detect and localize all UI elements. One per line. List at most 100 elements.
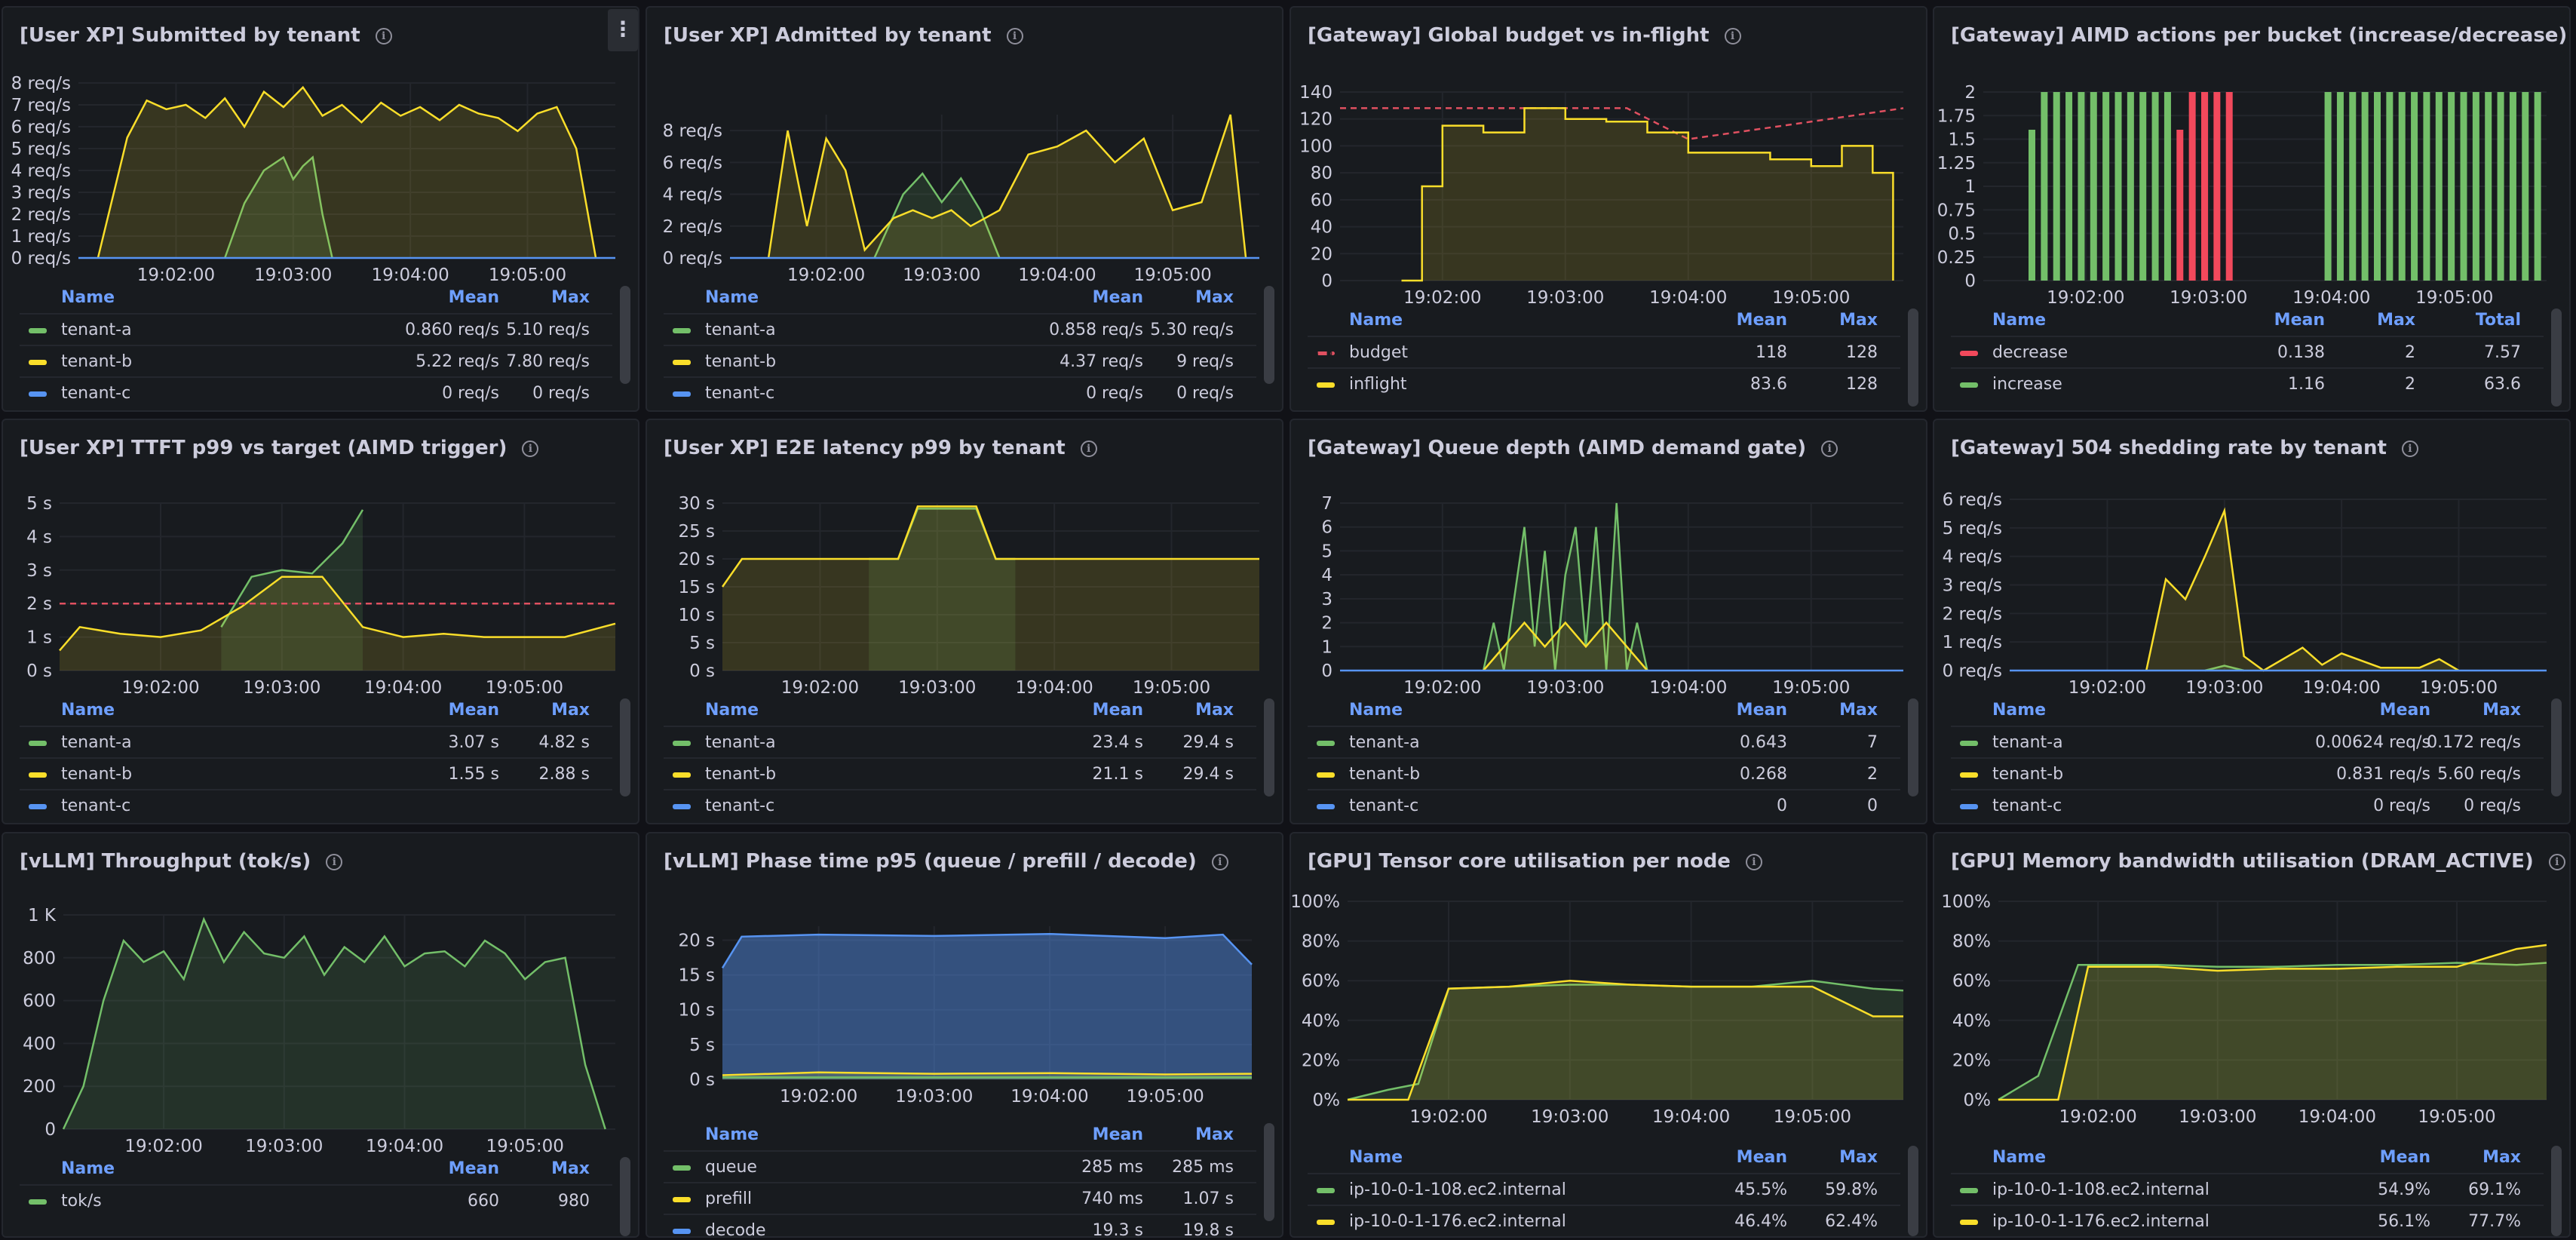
legend-scrollbar[interactable] — [1264, 286, 1274, 384]
legend-row[interactable]: ip-10-0-1-108.ec2.internal 45.5% 59.8% — [1308, 1173, 1900, 1205]
legend-row[interactable]: budget 118 128 — [1308, 336, 1900, 367]
panel-gateway-504-shedding-rate-by-tenant[interactable]: [Gateway] 504 shedding rate by tenant i 0 … — [1933, 419, 2571, 824]
series-color-swatch[interactable] — [1317, 772, 1335, 778]
legend-row[interactable]: tenant-c 0 0 — [1308, 789, 1900, 821]
info-icon[interactable]: i — [1724, 28, 1741, 45]
legend-col-header-max[interactable]: Max — [551, 1159, 590, 1178]
legend-row[interactable]: tenant-c 0 req/s 0 req/s — [1951, 789, 2544, 821]
legend-row[interactable]: tenant-a 23.4 s 29.4 s — [664, 726, 1256, 757]
legend-col-header-max[interactable]: Max — [1839, 1148, 1878, 1167]
legend-row[interactable]: ip-10-0-1-176.ec2.internal 56.1% 77.7% — [1951, 1205, 2544, 1236]
legend-row[interactable]: ip-10-0-1-108.ec2.internal 54.9% 69.1% — [1951, 1173, 2544, 1205]
legend-row[interactable]: tenant-c 0 req/s 0 req/s — [20, 376, 612, 408]
series-color-swatch[interactable] — [1960, 1220, 1978, 1225]
series-color-swatch[interactable] — [29, 391, 47, 397]
legend-col-header-mean[interactable]: Mean — [1092, 1125, 1143, 1144]
legend-name-header[interactable]: Name — [1992, 701, 2047, 720]
series-color-swatch[interactable] — [29, 741, 47, 746]
legend-col-header-max[interactable]: Max — [1195, 701, 1234, 720]
legend-name-header[interactable]: Name — [1992, 1148, 2047, 1167]
legend-row[interactable]: tenant-b 5.22 req/s 7.80 req/s — [20, 345, 612, 376]
legend-name-header[interactable]: Name — [705, 1125, 759, 1144]
legend-col-header-max[interactable]: Max — [1839, 311, 1878, 330]
series-color-swatch[interactable] — [673, 741, 691, 746]
series-color-swatch[interactable] — [1317, 804, 1335, 809]
legend-row[interactable]: tenant-c — [664, 789, 1256, 821]
panel-title[interactable]: [vLLM] Phase time p95 (queue / prefill /… — [664, 850, 1228, 873]
legend-col-header-max[interactable]: Max — [1839, 701, 1878, 720]
info-icon[interactable]: i — [375, 28, 392, 45]
info-icon[interactable]: i — [2548, 854, 2565, 870]
panel-title[interactable]: [User XP] TTFT p99 vs target (AIMD trigg… — [20, 437, 539, 459]
legend-scrollbar[interactable] — [620, 286, 630, 384]
series-color-swatch[interactable] — [29, 772, 47, 778]
legend-col-header-mean[interactable]: Mean — [448, 288, 499, 307]
legend-row[interactable]: increase 1.16 2 63.6 — [1951, 367, 2544, 399]
panel-gateway-queue-depth-aimd-demand-gate[interactable]: [Gateway] Queue depth (AIMD demand gate)… — [1290, 419, 1927, 824]
legend-col-header-max[interactable]: Max — [2482, 1148, 2521, 1167]
series-color-swatch[interactable] — [673, 360, 691, 365]
series-color-swatch[interactable] — [673, 804, 691, 809]
legend-col-header-max[interactable]: Max — [1195, 1125, 1234, 1144]
legend-name-header[interactable]: Name — [1349, 311, 1403, 330]
series-color-swatch[interactable] — [673, 1229, 691, 1234]
series-color-swatch[interactable] — [29, 804, 47, 809]
legend-row[interactable]: prefill 740 ms 1.07 s — [664, 1182, 1256, 1214]
info-icon[interactable]: i — [1006, 28, 1023, 45]
series-color-swatch[interactable] — [1960, 382, 1978, 388]
panel-gateway-global-budget-vs-in-flight[interactable]: [Gateway] Global budget vs in-flight i 0 20… — [1290, 6, 1927, 412]
series-color-swatch[interactable] — [1960, 772, 1978, 778]
legend-scrollbar[interactable] — [2551, 698, 2562, 796]
panel-title[interactable]: [vLLM] Throughput (tok/s) i — [20, 850, 343, 873]
legend-col-header-mean[interactable]: Mean — [1092, 701, 1143, 720]
series-color-swatch[interactable] — [29, 328, 47, 333]
series-color-swatch[interactable] — [1317, 382, 1335, 388]
panel-user-xp-admitted-by-tenant[interactable]: [User XP] Admitted by tenant i 0 req/s 2 re… — [646, 6, 1283, 412]
legend-row[interactable]: tenant-a 0.858 req/s 5.30 req/s — [664, 313, 1256, 345]
legend-col-header-total[interactable]: Total — [2475, 311, 2521, 330]
info-icon[interactable]: i — [1080, 440, 1097, 457]
legend-scrollbar[interactable] — [1264, 1123, 1274, 1221]
legend-row[interactable]: tenant-a 0.860 req/s 5.10 req/s — [20, 313, 612, 345]
series-color-swatch[interactable] — [1317, 741, 1335, 746]
legend-scrollbar[interactable] — [2551, 1146, 2562, 1236]
legend-name-header[interactable]: Name — [61, 1159, 115, 1178]
legend-scrollbar[interactable] — [1908, 308, 1918, 407]
series-color-swatch[interactable] — [1317, 1188, 1335, 1193]
panel-vllm-phase-time-p95-queue-prefill-decode[interactable]: [vLLM] Phase time p95 (queue / prefill /… — [646, 832, 1283, 1238]
legend-row[interactable]: tenant-c 0 req/s 0 req/s — [664, 376, 1256, 408]
panel-gpu-memory-bandwidth-utilisation-dram-active[interactable]: [GPU] Memory bandwidth utilisation (DRAM… — [1933, 832, 2571, 1238]
legend-name-header[interactable]: Name — [1349, 1148, 1403, 1167]
panel-title[interactable]: [Gateway] 504 shedding rate by tenant i — [1951, 437, 2418, 459]
panel-title[interactable]: [User XP] E2E latency p99 by tenant i — [664, 437, 1097, 459]
series-color-swatch[interactable] — [1960, 351, 1978, 356]
legend-scrollbar[interactable] — [1908, 698, 1918, 796]
legend-name-header[interactable]: Name — [61, 701, 115, 720]
panel-title[interactable]: [GPU] Tensor core utilisation per node i — [1308, 850, 1762, 873]
info-icon[interactable]: i — [1821, 440, 1838, 457]
panel-title[interactable]: [Gateway] AIMD actions per bucket (incre… — [1951, 24, 2569, 47]
legend-col-header-max[interactable]: Max — [2377, 311, 2415, 330]
panel-user-xp-ttft-p99-vs-target-aimd-trigger[interactable]: [User XP] TTFT p99 vs target (AIMD trigg… — [2, 419, 639, 824]
legend-row[interactable]: tenant-a 0.643 7 — [1308, 726, 1900, 757]
series-color-swatch[interactable] — [1960, 804, 1978, 809]
series-color-swatch[interactable] — [1317, 1220, 1335, 1225]
legend-name-header[interactable]: Name — [1349, 701, 1403, 720]
legend-col-header-mean[interactable]: Mean — [1736, 1148, 1787, 1167]
legend-row[interactable]: tenant-b 0.268 2 — [1308, 757, 1900, 789]
legend-name-header[interactable]: Name — [705, 701, 759, 720]
legend-row[interactable]: decrease 0.138 2 7.57 — [1951, 336, 2544, 367]
legend-col-header-mean[interactable]: Mean — [2379, 1148, 2430, 1167]
legend-name-header[interactable]: Name — [1992, 311, 2047, 330]
series-color-swatch[interactable] — [673, 1165, 691, 1171]
legend-scrollbar[interactable] — [1264, 698, 1274, 796]
legend-col-header-max[interactable]: Max — [1195, 288, 1234, 307]
legend-col-header-mean[interactable]: Mean — [1736, 311, 1787, 330]
panel-user-xp-e2e-latency-p99-by-tenant[interactable]: [User XP] E2E latency p99 by tenant i 0 s 5… — [646, 419, 1283, 824]
legend-row[interactable]: tenant-b 21.1 s 29.4 s — [664, 757, 1256, 789]
legend-name-header[interactable]: Name — [705, 288, 759, 307]
legend-col-header-max[interactable]: Max — [551, 288, 590, 307]
legend-row[interactable]: tenant-b 4.37 req/s 9 req/s — [664, 345, 1256, 376]
info-icon[interactable]: i — [2401, 440, 2418, 457]
legend-scrollbar[interactable] — [620, 698, 630, 796]
